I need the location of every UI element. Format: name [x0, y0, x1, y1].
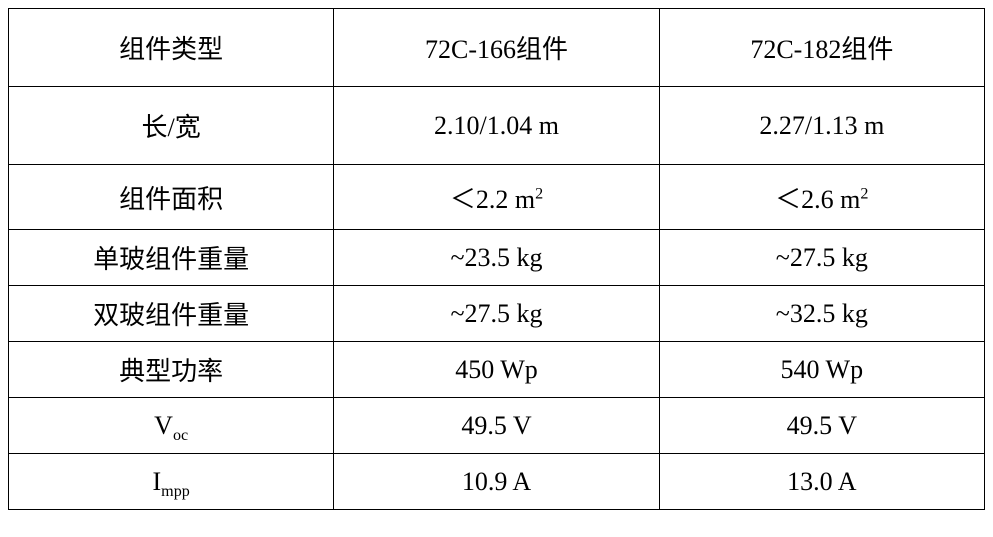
cell: 13.0 A — [659, 454, 984, 510]
col-header-0: 组件类型 — [9, 9, 334, 87]
col-header-2: 72C-182组件 — [659, 9, 984, 87]
table-row: 组件面积 ＜2.2 m2 ＜2.6 m2 — [9, 165, 985, 230]
cell: ~27.5 kg — [659, 230, 984, 286]
row-label: 典型功率 — [9, 342, 334, 398]
row-label: 双玻组件重量 — [9, 286, 334, 342]
row-label: Voc — [9, 398, 334, 454]
cell: 540 Wp — [659, 342, 984, 398]
cell: ＜2.2 m2 — [334, 165, 659, 230]
cell: ＜2.6 m2 — [659, 165, 984, 230]
cell: 450 Wp — [334, 342, 659, 398]
cell: ~23.5 kg — [334, 230, 659, 286]
row-label: Impp — [9, 454, 334, 510]
cell: 10.9 A — [334, 454, 659, 510]
spec-table: 组件类型 72C-166组件 72C-182组件 长/宽 2.10/1.04 m… — [8, 8, 985, 510]
table-row: Impp 10.9 A 13.0 A — [9, 454, 985, 510]
cell: ~27.5 kg — [334, 286, 659, 342]
row-label: 长/宽 — [9, 87, 334, 165]
cell: 49.5 V — [659, 398, 984, 454]
cell: 2.10/1.04 m — [334, 87, 659, 165]
row-label: 组件面积 — [9, 165, 334, 230]
col-header-1: 72C-166组件 — [334, 9, 659, 87]
table-row: 单玻组件重量 ~23.5 kg ~27.5 kg — [9, 230, 985, 286]
table-row: 长/宽 2.10/1.04 m 2.27/1.13 m — [9, 87, 985, 165]
table-row: 双玻组件重量 ~27.5 kg ~32.5 kg — [9, 286, 985, 342]
cell: 2.27/1.13 m — [659, 87, 984, 165]
table-row: 典型功率 450 Wp 540 Wp — [9, 342, 985, 398]
cell: 49.5 V — [334, 398, 659, 454]
table-row: Voc 49.5 V 49.5 V — [9, 398, 985, 454]
row-label: 单玻组件重量 — [9, 230, 334, 286]
table-header-row: 组件类型 72C-166组件 72C-182组件 — [9, 9, 985, 87]
cell: ~32.5 kg — [659, 286, 984, 342]
table-body: 组件类型 72C-166组件 72C-182组件 长/宽 2.10/1.04 m… — [9, 9, 985, 510]
